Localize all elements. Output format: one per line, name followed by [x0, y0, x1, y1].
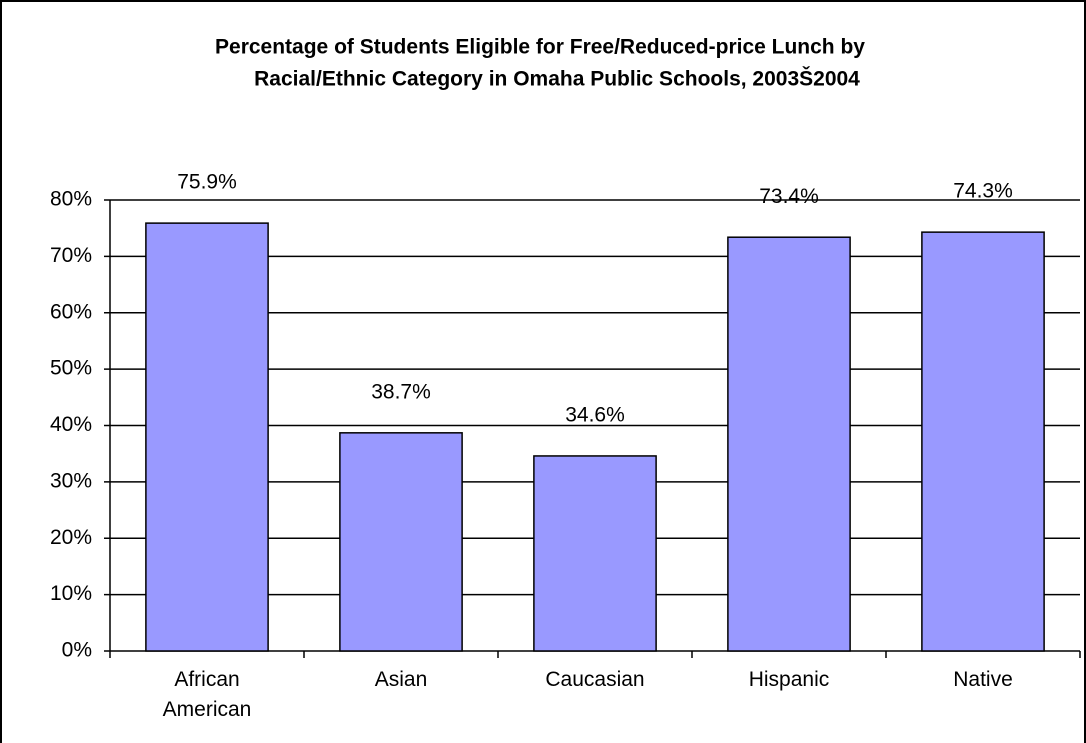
- y-tick-label: 50%: [50, 357, 92, 380]
- value-label: 34.6%: [565, 403, 625, 426]
- y-tick-label: 60%: [50, 300, 92, 323]
- bar: [533, 455, 657, 652]
- y-tick-label: 0%: [62, 639, 92, 662]
- y-tick-label: 30%: [50, 469, 92, 492]
- x-tick-label: African American: [162, 668, 252, 721]
- y-tick-label: 80%: [50, 188, 92, 211]
- y-tick-label: 20%: [50, 526, 92, 549]
- chart-title: Percentage of Students Eligible for Free…: [215, 36, 865, 59]
- bar: [727, 236, 851, 652]
- y-tick-label: 40%: [50, 413, 92, 436]
- y-tick-label: 10%: [50, 582, 92, 605]
- value-label: 38.7%: [371, 380, 431, 403]
- bar: [339, 432, 463, 652]
- value-label: 75.9%: [177, 171, 237, 194]
- chart-title: Racial/Ethnic Category in Omaha Public S…: [254, 67, 860, 91]
- y-tick-label: 70%: [50, 244, 92, 267]
- value-label: 73.4%: [759, 185, 819, 208]
- x-tick-label: Hispanic: [748, 668, 830, 691]
- x-tick-label: Asian: [374, 668, 428, 691]
- bar: [921, 231, 1045, 652]
- x-tick-label: Native: [953, 668, 1013, 691]
- x-tick-label: Caucasian: [545, 668, 645, 691]
- value-label: 74.3%: [953, 180, 1013, 203]
- bar: [145, 222, 269, 652]
